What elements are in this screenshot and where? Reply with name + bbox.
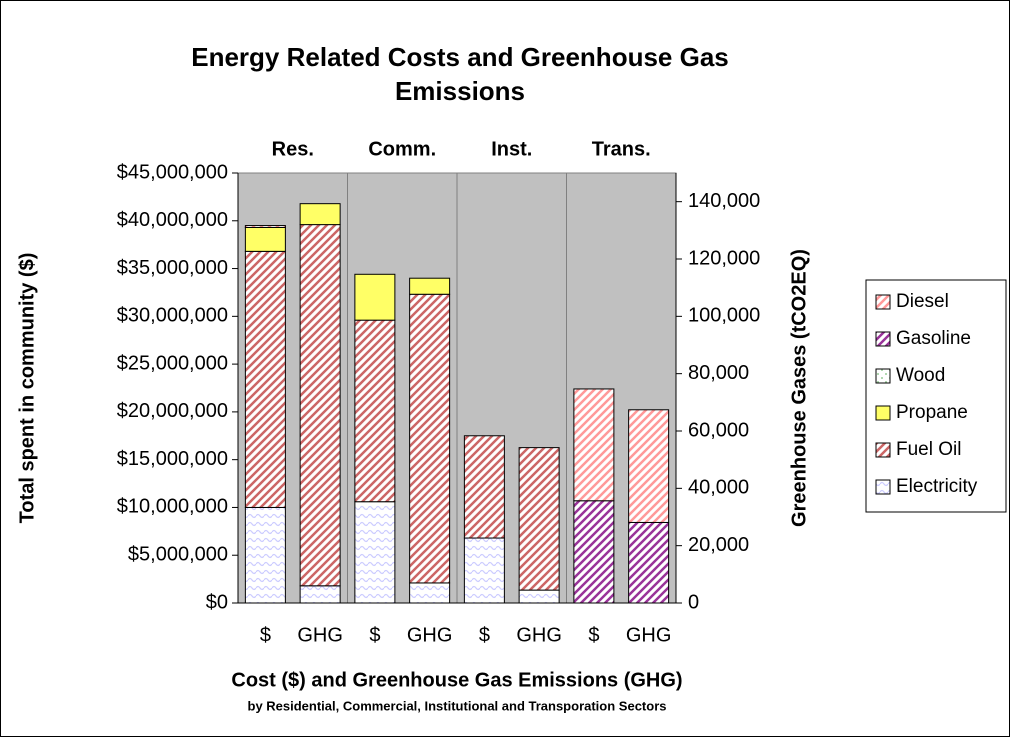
bar-segment bbox=[573, 388, 615, 502]
x-tick-label: GHG bbox=[407, 624, 453, 646]
y2-tick-label: 140,000 bbox=[688, 190, 760, 212]
x-tick-label: $ bbox=[479, 624, 490, 646]
bar-segment bbox=[628, 409, 670, 523]
y-tick-label: $40,000,000 bbox=[117, 209, 228, 231]
y-axis-label: Total spent in community ($) bbox=[16, 253, 38, 524]
legend-label: Gasoline bbox=[896, 328, 971, 349]
bar-segment bbox=[299, 585, 341, 604]
y-tick-label: $10,000,000 bbox=[117, 496, 228, 518]
bar-segment bbox=[244, 506, 286, 604]
bar-segment bbox=[354, 319, 396, 503]
bar-segment bbox=[463, 435, 505, 539]
legend-swatch bbox=[875, 331, 891, 347]
y-tick-label: $0 bbox=[206, 591, 228, 613]
x-tick-label: $ bbox=[588, 624, 599, 646]
x-tick-label: GHG bbox=[626, 624, 672, 646]
bar-segment bbox=[573, 500, 615, 604]
bar-segment bbox=[518, 447, 560, 591]
y-tick-label: $25,000,000 bbox=[117, 352, 228, 374]
bar-segment bbox=[244, 250, 286, 508]
legend-swatch bbox=[875, 294, 891, 310]
x-axis-label: Cost ($) and Greenhouse Gas Emissions (G… bbox=[231, 669, 682, 691]
bar-segment bbox=[354, 501, 396, 604]
y-tick-label: $20,000,000 bbox=[117, 400, 228, 422]
y-tick-label: $30,000,000 bbox=[117, 305, 228, 327]
bar-segment bbox=[244, 226, 286, 252]
legend-swatch bbox=[875, 405, 891, 421]
legend-swatch bbox=[875, 368, 891, 384]
x-tick-label: $ bbox=[369, 624, 380, 646]
y-tick-label: $35,000,000 bbox=[117, 257, 228, 279]
y-tick-label: $15,000,000 bbox=[117, 448, 228, 470]
y2-tick-label: 0 bbox=[688, 591, 699, 613]
bar-segment bbox=[518, 589, 560, 604]
bar-segment bbox=[409, 277, 451, 295]
y2-tick-label: 80,000 bbox=[688, 362, 749, 384]
group-label: Comm. bbox=[368, 138, 436, 160]
x-axis-sublabel: by Residential, Commercial, Institutiona… bbox=[248, 698, 667, 713]
legend-box bbox=[865, 279, 1007, 513]
legend-label: Electricity bbox=[896, 476, 978, 497]
legend-label: Fuel Oil bbox=[896, 439, 961, 460]
bar-segment bbox=[299, 224, 341, 587]
legend-swatch bbox=[875, 442, 891, 458]
group-label: Inst. bbox=[491, 138, 532, 160]
x-tick-label: GHG bbox=[297, 624, 343, 646]
legend-label: Wood bbox=[896, 365, 945, 386]
bar-segment bbox=[244, 225, 286, 228]
group-label: Trans. bbox=[592, 138, 651, 160]
y2-tick-label: 120,000 bbox=[688, 247, 760, 269]
y2-tick-label: 100,000 bbox=[688, 305, 760, 327]
y-tick-label: $5,000,000 bbox=[128, 544, 228, 566]
bar-segment bbox=[409, 293, 451, 584]
bar-segment bbox=[299, 203, 341, 226]
y2-tick-label: 60,000 bbox=[688, 419, 749, 441]
y2-tick-label: 20,000 bbox=[688, 534, 749, 556]
chart-title: Energy Related Costs and Greenhouse Gas … bbox=[191, 42, 729, 106]
y-tick-label: $45,000,000 bbox=[117, 161, 228, 183]
bar-segment bbox=[463, 537, 505, 604]
x-tick-label: $ bbox=[260, 624, 271, 646]
y2-axis-label: Greenhouse Gases (tCO2EQ) bbox=[788, 249, 810, 527]
legend-label: Diesel bbox=[896, 291, 949, 312]
bar-segment bbox=[628, 521, 670, 604]
legend-swatch bbox=[875, 479, 891, 495]
legend-label: Propane bbox=[896, 402, 968, 423]
x-tick-label: GHG bbox=[516, 624, 562, 646]
group-label: Res. bbox=[272, 138, 314, 160]
bar-segment bbox=[409, 582, 451, 604]
bar-segment bbox=[354, 273, 396, 321]
y2-tick-label: 40,000 bbox=[688, 477, 749, 499]
